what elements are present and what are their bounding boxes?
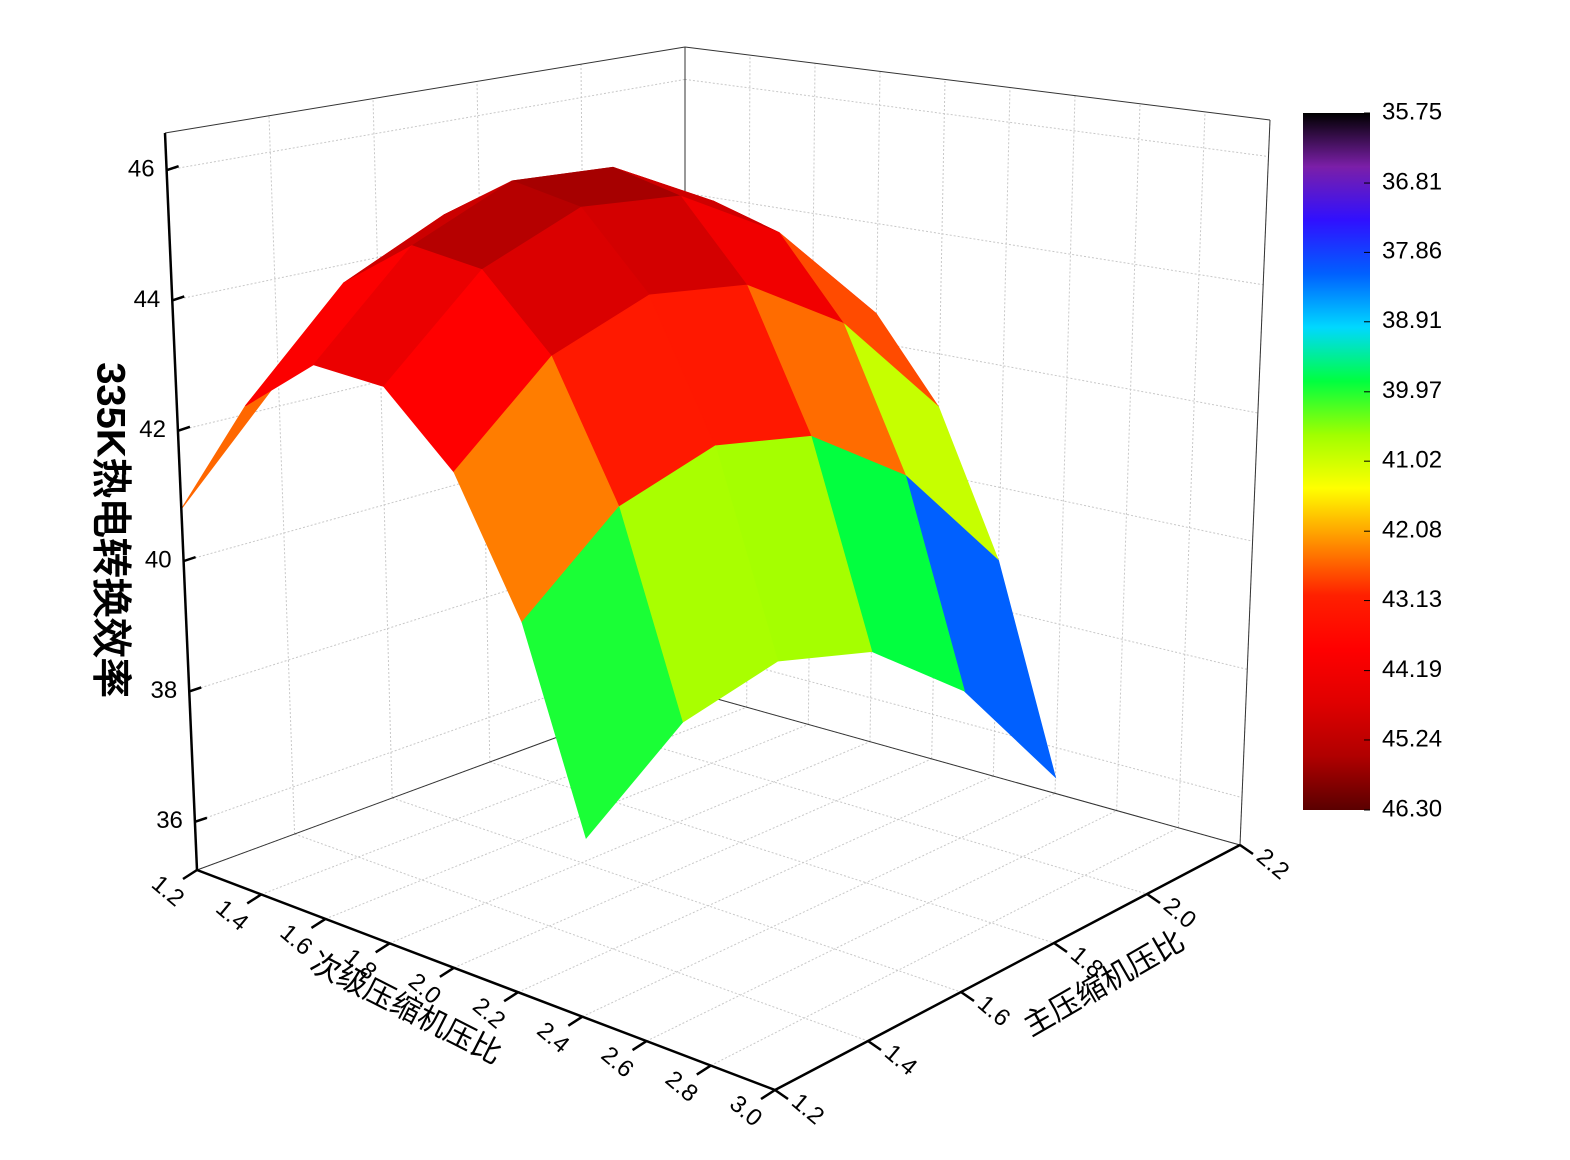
colorbar-tick-label: 42.08 <box>1382 517 1442 544</box>
z-tick-label: 36 <box>156 807 183 834</box>
x-tick-label: 1.6 <box>275 919 318 961</box>
x-tick <box>503 991 519 1003</box>
x-tick <box>246 893 262 905</box>
grid-line <box>489 761 1055 944</box>
x-tick <box>696 1064 712 1076</box>
grid-line <box>710 827 1179 1067</box>
colorbar-tick-label: 36.81 <box>1382 168 1442 195</box>
grid-line <box>372 98 393 799</box>
z-axis <box>163 132 199 871</box>
surface <box>180 166 1057 839</box>
x-tick <box>310 917 327 929</box>
box-edge <box>684 689 1241 846</box>
z-tick-label: 42 <box>139 416 166 443</box>
z-tick <box>194 816 208 823</box>
y-tick-label: 1.6 <box>972 990 1015 1032</box>
grid-line <box>325 723 809 920</box>
grid-line <box>684 192 1264 286</box>
y-axis <box>774 843 1241 1092</box>
x-tick-label: 2.4 <box>532 1017 575 1059</box>
y-tick-label: 1.4 <box>879 1039 922 1081</box>
grid-line <box>582 792 1056 1018</box>
box-edge <box>1239 119 1271 846</box>
colorbar-tick-label: 37.86 <box>1382 238 1442 265</box>
z-tick-label: 46 <box>128 155 155 182</box>
grid-line <box>166 78 686 171</box>
x-tick <box>760 1088 776 1101</box>
grid-line <box>517 775 994 993</box>
x-tick-label: 1.4 <box>211 894 254 936</box>
z-tick <box>171 295 185 302</box>
x-tick-label: 3.0 <box>724 1090 767 1132</box>
grid-line <box>684 647 1243 799</box>
grid-line <box>992 87 1011 777</box>
x-tick-label: 1.2 <box>146 870 189 912</box>
x-tick <box>631 1040 648 1052</box>
y-tick <box>1146 892 1161 905</box>
y-tick-label: 2.0 <box>1158 892 1201 934</box>
y-tick <box>774 1088 789 1101</box>
colorbar-tick-label: 46.30 <box>1382 795 1442 822</box>
y-tick <box>960 990 975 1003</box>
colorbar-tick-label: 38.91 <box>1382 307 1442 334</box>
y-tick-label: 1.2 <box>786 1088 829 1130</box>
z-tick <box>188 686 202 693</box>
x-tick <box>182 868 198 881</box>
colorbar-tick-label: 41.02 <box>1382 447 1442 474</box>
x-tick <box>374 942 391 954</box>
box-edge <box>164 46 686 134</box>
y-axis-label: 主压缩机压比 <box>1018 924 1190 1043</box>
colorbar <box>1303 113 1370 810</box>
z-tick-label: 44 <box>134 286 161 313</box>
grid-line <box>261 706 747 895</box>
colorbar-tick-label: 43.13 <box>1382 586 1442 613</box>
colorbar-tick-label: 35.75 <box>1382 98 1442 125</box>
grid-line <box>646 810 1117 1042</box>
y-tick <box>867 1039 882 1052</box>
colorbar-tick-label: 44.19 <box>1382 656 1442 683</box>
grid-line <box>1177 111 1206 828</box>
y-tick <box>1239 843 1254 856</box>
grid-line <box>1116 103 1141 811</box>
x-tick <box>567 1015 584 1027</box>
z-tick-label: 40 <box>145 546 172 573</box>
colorbar-tick-label: 45.24 <box>1382 725 1442 752</box>
grid-line <box>294 833 869 1042</box>
box-edge <box>684 46 1271 121</box>
colorbar-tick-label: 39.97 <box>1382 377 1442 404</box>
x-axis <box>196 868 776 1092</box>
grid-line <box>389 741 871 944</box>
grid-line <box>453 758 932 969</box>
x-tick <box>439 966 455 978</box>
y-tick-label: 2.2 <box>1251 843 1294 885</box>
grid-line <box>587 725 1148 895</box>
z-tick-label: 38 <box>151 677 178 704</box>
x-tick-label: 2.6 <box>596 1041 639 1083</box>
y-tick <box>1053 941 1068 954</box>
z-tick <box>177 425 191 432</box>
z-tick <box>166 164 180 172</box>
grid-line <box>1054 95 1076 794</box>
z-axis-label: 335K热电转换效率 <box>88 362 132 698</box>
z-tick <box>183 555 196 563</box>
x-tick-label: 2.8 <box>660 1066 703 1108</box>
grid-line <box>684 78 1269 158</box>
surface-patch <box>521 506 683 839</box>
grid-line <box>392 797 962 993</box>
grid-line <box>268 115 296 835</box>
